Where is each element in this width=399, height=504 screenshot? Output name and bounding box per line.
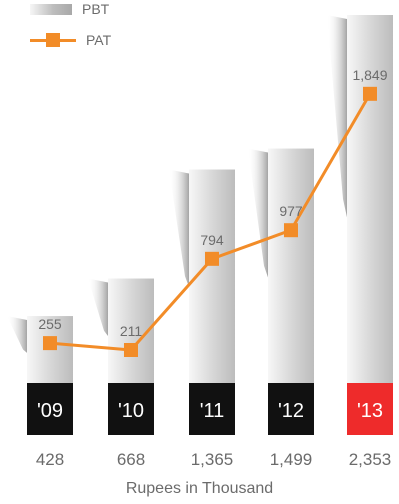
- year-badge: [108, 383, 154, 435]
- year-label: '11: [200, 400, 225, 422]
- pat-marker: [284, 223, 298, 238]
- bar-shadow: [7, 316, 27, 353]
- year-label: '10: [118, 400, 144, 422]
- units-caption: Rupees in Thousand: [125, 480, 274, 497]
- pbt-value-label: 428: [36, 450, 64, 469]
- pbt-value-label: 2,353: [349, 450, 392, 469]
- pbt-value-label: 1,499: [270, 450, 313, 469]
- pbt-value-label: 668: [117, 450, 145, 469]
- year-badge: [347, 383, 393, 435]
- year-badge: [27, 383, 73, 435]
- legend-label-pat: PAT: [86, 32, 112, 48]
- pat-value-label: 211: [120, 323, 143, 339]
- bar-shadow: [88, 278, 108, 336]
- year-badge: [268, 383, 314, 435]
- pbt-swatch-icon: [30, 3, 72, 15]
- pat-marker: [43, 336, 57, 351]
- pat-value-label: 1,849: [352, 67, 387, 83]
- year-label: '13: [357, 400, 383, 422]
- pbt-bar: [347, 15, 393, 383]
- year-label: '12: [278, 400, 304, 422]
- legend-item-pat: PAT: [30, 32, 111, 48]
- pat-marker: [124, 343, 138, 358]
- pat-line-marker-icon: [30, 32, 76, 48]
- pat-marker: [363, 86, 377, 101]
- pbt-value-label: 1,365: [191, 450, 234, 469]
- bar-shadow: [327, 15, 347, 218]
- legend-label-pbt: PBT: [82, 1, 110, 17]
- pat-marker: [205, 251, 219, 266]
- legend-item-pbt: PBT: [30, 1, 109, 17]
- year-label: '09: [37, 400, 63, 422]
- pbt-bar: [268, 148, 314, 383]
- pat-value-label: 794: [200, 232, 224, 248]
- year-badge: [189, 383, 235, 435]
- pat-value-label: 977: [279, 203, 303, 219]
- bar-shadow: [169, 169, 189, 287]
- pat-value-label: 255: [38, 316, 62, 332]
- bar-shadow: [248, 148, 268, 278]
